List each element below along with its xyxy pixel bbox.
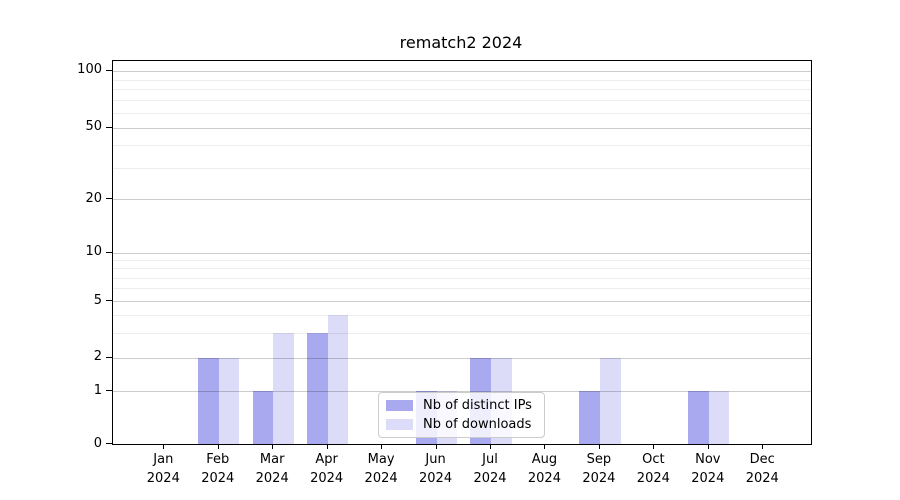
legend-swatch-downloads xyxy=(386,419,413,430)
bar-nb-of-distinct-ips-apr xyxy=(306,332,328,444)
y-tick-mark xyxy=(106,126,112,128)
x-tick-mark xyxy=(598,444,600,449)
legend: Nb of distinct IPs Nb of downloads xyxy=(378,392,545,438)
x-tick-mark xyxy=(762,444,764,449)
gridline-minor xyxy=(113,145,811,147)
y-tick-mark xyxy=(106,69,112,71)
gridline-major xyxy=(113,252,811,254)
x-tick-mark xyxy=(217,444,219,449)
y-tick-mark xyxy=(106,443,112,444)
gridline-minor xyxy=(113,79,811,81)
y-tick-label: 5 xyxy=(93,292,102,308)
y-tick-mark xyxy=(106,300,112,302)
x-tick-mark xyxy=(707,444,709,449)
legend-item-distinct-ips: Nb of distinct IPs xyxy=(386,399,537,412)
y-tick-mark xyxy=(106,356,112,358)
bar-nb-of-downloads-feb xyxy=(218,357,240,444)
x-tick-label: Nov 2024 xyxy=(691,452,725,486)
bar-nb-of-downloads-sep xyxy=(599,357,621,444)
gridline-minor xyxy=(113,260,811,262)
x-tick-mark xyxy=(381,444,383,449)
legend-label-downloads: Nb of downloads xyxy=(423,417,532,432)
bar-nb-of-downloads-apr xyxy=(327,315,349,444)
bar-nb-of-distinct-ips-mar xyxy=(252,391,274,444)
x-tick-mark xyxy=(490,444,491,449)
x-tick-mark xyxy=(326,444,328,449)
x-tick-mark xyxy=(163,444,165,449)
gridline-minor xyxy=(113,167,811,169)
gridline-major xyxy=(113,127,811,129)
bar-nb-of-distinct-ips-feb xyxy=(198,357,219,444)
legend-item-downloads: Nb of downloads xyxy=(386,418,537,431)
bar-nb-of-distinct-ips-nov xyxy=(688,391,709,444)
x-tick-label: Feb 2024 xyxy=(201,452,235,486)
bar-nb-of-downloads-nov xyxy=(708,391,730,444)
y-tick-label: 100 xyxy=(77,62,102,78)
gridline-minor xyxy=(113,332,811,334)
x-tick-label: May 2024 xyxy=(364,452,398,486)
x-tick-label: Apr 2024 xyxy=(310,452,344,486)
y-tick-mark xyxy=(106,198,112,200)
x-tick-label: Jul 2024 xyxy=(473,452,507,486)
x-tick-label: Jun 2024 xyxy=(419,452,453,486)
y-tick-mark xyxy=(106,251,112,253)
plot-area xyxy=(112,60,812,445)
x-tick-label: Oct 2024 xyxy=(636,452,670,486)
x-tick-mark xyxy=(653,444,655,449)
legend-label-distinct-ips: Nb of distinct IPs xyxy=(423,398,532,413)
grid-layer xyxy=(113,61,811,444)
gridline-major xyxy=(113,301,811,303)
gridline-minor xyxy=(113,277,811,279)
gridline-major xyxy=(113,391,811,393)
x-tick-mark xyxy=(544,444,546,449)
gridline-major xyxy=(113,357,811,359)
y-tick-label: 10 xyxy=(85,244,102,260)
bar-nb-of-distinct-ips-sep xyxy=(579,391,600,444)
gridline-minor xyxy=(113,288,811,290)
x-tick-label: Aug 2024 xyxy=(527,452,561,486)
x-tick-label: Mar 2024 xyxy=(255,452,289,486)
y-tick-label: 1 xyxy=(93,382,102,398)
gridline-minor xyxy=(113,315,811,316)
y-tick-label: 2 xyxy=(93,349,102,365)
y-tick-label: 20 xyxy=(85,190,102,206)
y-tick-label: 0 xyxy=(93,435,102,451)
gridline-major xyxy=(113,70,811,72)
gridline-minor xyxy=(113,89,811,91)
y-tick-mark xyxy=(106,390,112,392)
x-tick-label: Dec 2024 xyxy=(745,452,779,486)
legend-swatch-distinct-ips xyxy=(386,400,413,411)
gridline-minor xyxy=(113,268,811,270)
gridline-major xyxy=(113,199,811,201)
x-tick-label: Jan 2024 xyxy=(146,452,180,486)
x-tick-mark xyxy=(435,444,437,449)
y-tick-label: 50 xyxy=(85,119,102,135)
chart-title: rematch2 2024 xyxy=(399,33,523,52)
bar-nb-of-downloads-mar xyxy=(273,332,294,444)
gridline-minor xyxy=(113,112,811,114)
x-tick-mark xyxy=(272,444,274,449)
x-tick-label: Sep 2024 xyxy=(582,452,616,486)
gridline-minor xyxy=(113,100,811,102)
